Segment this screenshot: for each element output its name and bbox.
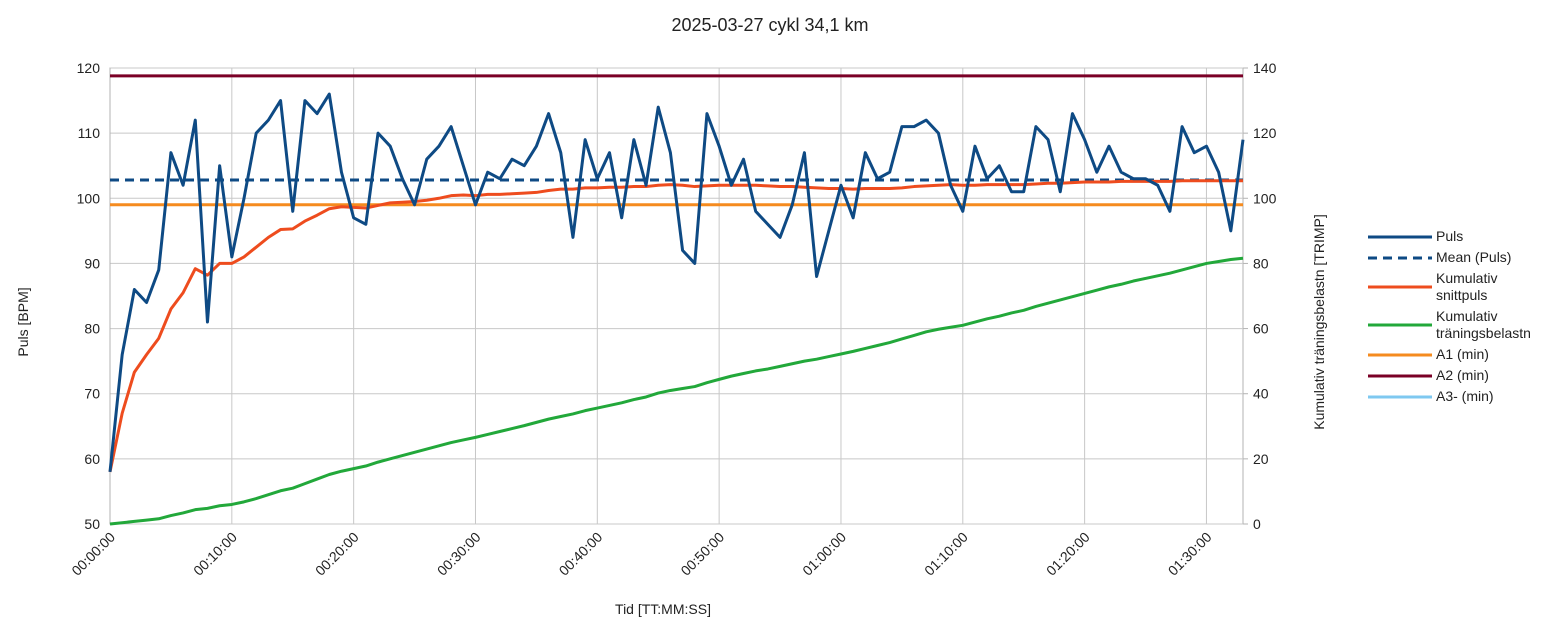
legend-item: A1 (min) [1368,346,1543,363]
y-tick-label: 60 [84,451,100,467]
legend-label: Kumulativ träningsbelastn [1436,308,1531,341]
x-axis-label: Tid [TT:MM:SS] [615,601,711,617]
y-tick-label: 100 [77,190,101,206]
legend-swatch [1368,235,1432,238]
y-tick-label: 90 [84,255,100,271]
y2-tick-label: 20 [1253,451,1269,467]
x-tick-label: 01:20:00 [1043,529,1093,579]
legend-swatch [1368,395,1432,398]
x-tick-label: 00:40:00 [556,529,606,579]
y-tick-label: 70 [84,386,100,402]
series-line [108,92,1245,473]
legend-label: Puls [1436,228,1464,244]
y2-tick-label: 120 [1253,125,1277,141]
x-tick-label: 01:10:00 [921,529,971,579]
y2-tick-label: 60 [1253,321,1269,337]
legend-label: A2 (min) [1436,367,1489,383]
y2-tick-label: 140 [1253,60,1277,76]
legend-item: Mean (Puls) [1368,249,1543,266]
legend-label: Mean (Puls) [1436,249,1512,265]
y2-tick-label: 40 [1253,386,1269,402]
y-axis-label: Puls [BPM] [15,287,31,356]
legend-label: A3- (min) [1436,388,1494,404]
legend-item: A3- (min) [1368,388,1543,405]
legend: Puls Mean (Puls) Kumulativ snittpuls Kumula… [1368,228,1543,409]
legend-item: Kumulativ träningsbelastn [1368,308,1543,342]
x-tick-label: 00:10:00 [190,529,240,579]
legend-item: A2 (min) [1368,367,1543,384]
y-tick-label: 50 [84,516,100,532]
x-tick-label: 00:20:00 [312,529,362,579]
series-line [108,179,1243,473]
y2-tick-label: 80 [1253,255,1269,271]
chart-title: 2025-03-27 cykl 34,1 km [671,15,868,35]
series-line [109,256,1244,526]
x-tick-label: 00:00:00 [68,529,118,579]
x-tick-label: 01:00:00 [799,529,849,579]
x-tick-label: 01:30:00 [1165,529,1215,579]
legend-swatch [1368,323,1432,327]
x-tick-label: 00:50:00 [677,529,727,579]
legend-item: Kumulativ snittpuls [1368,270,1543,304]
y-tick-label: 120 [77,60,101,76]
y2-tick-label: 100 [1253,190,1277,206]
x-tick-label: 00:30:00 [434,529,484,579]
y2-axis-label: Kumulativ träningsbelastn [TRIMP] [1311,214,1327,430]
legend-swatch [1368,353,1432,356]
legend-label: A1 (min) [1436,346,1489,362]
legend-swatch [1368,285,1432,289]
y2-tick-label: 0 [1253,516,1261,532]
legend-swatch [1368,256,1432,259]
legend-label: Kumulativ snittpuls [1436,270,1498,303]
legend-item: Puls [1368,228,1543,245]
legend-swatch [1368,374,1432,377]
y-tick-label: 80 [84,321,100,337]
y-tick-label: 110 [78,125,101,141]
